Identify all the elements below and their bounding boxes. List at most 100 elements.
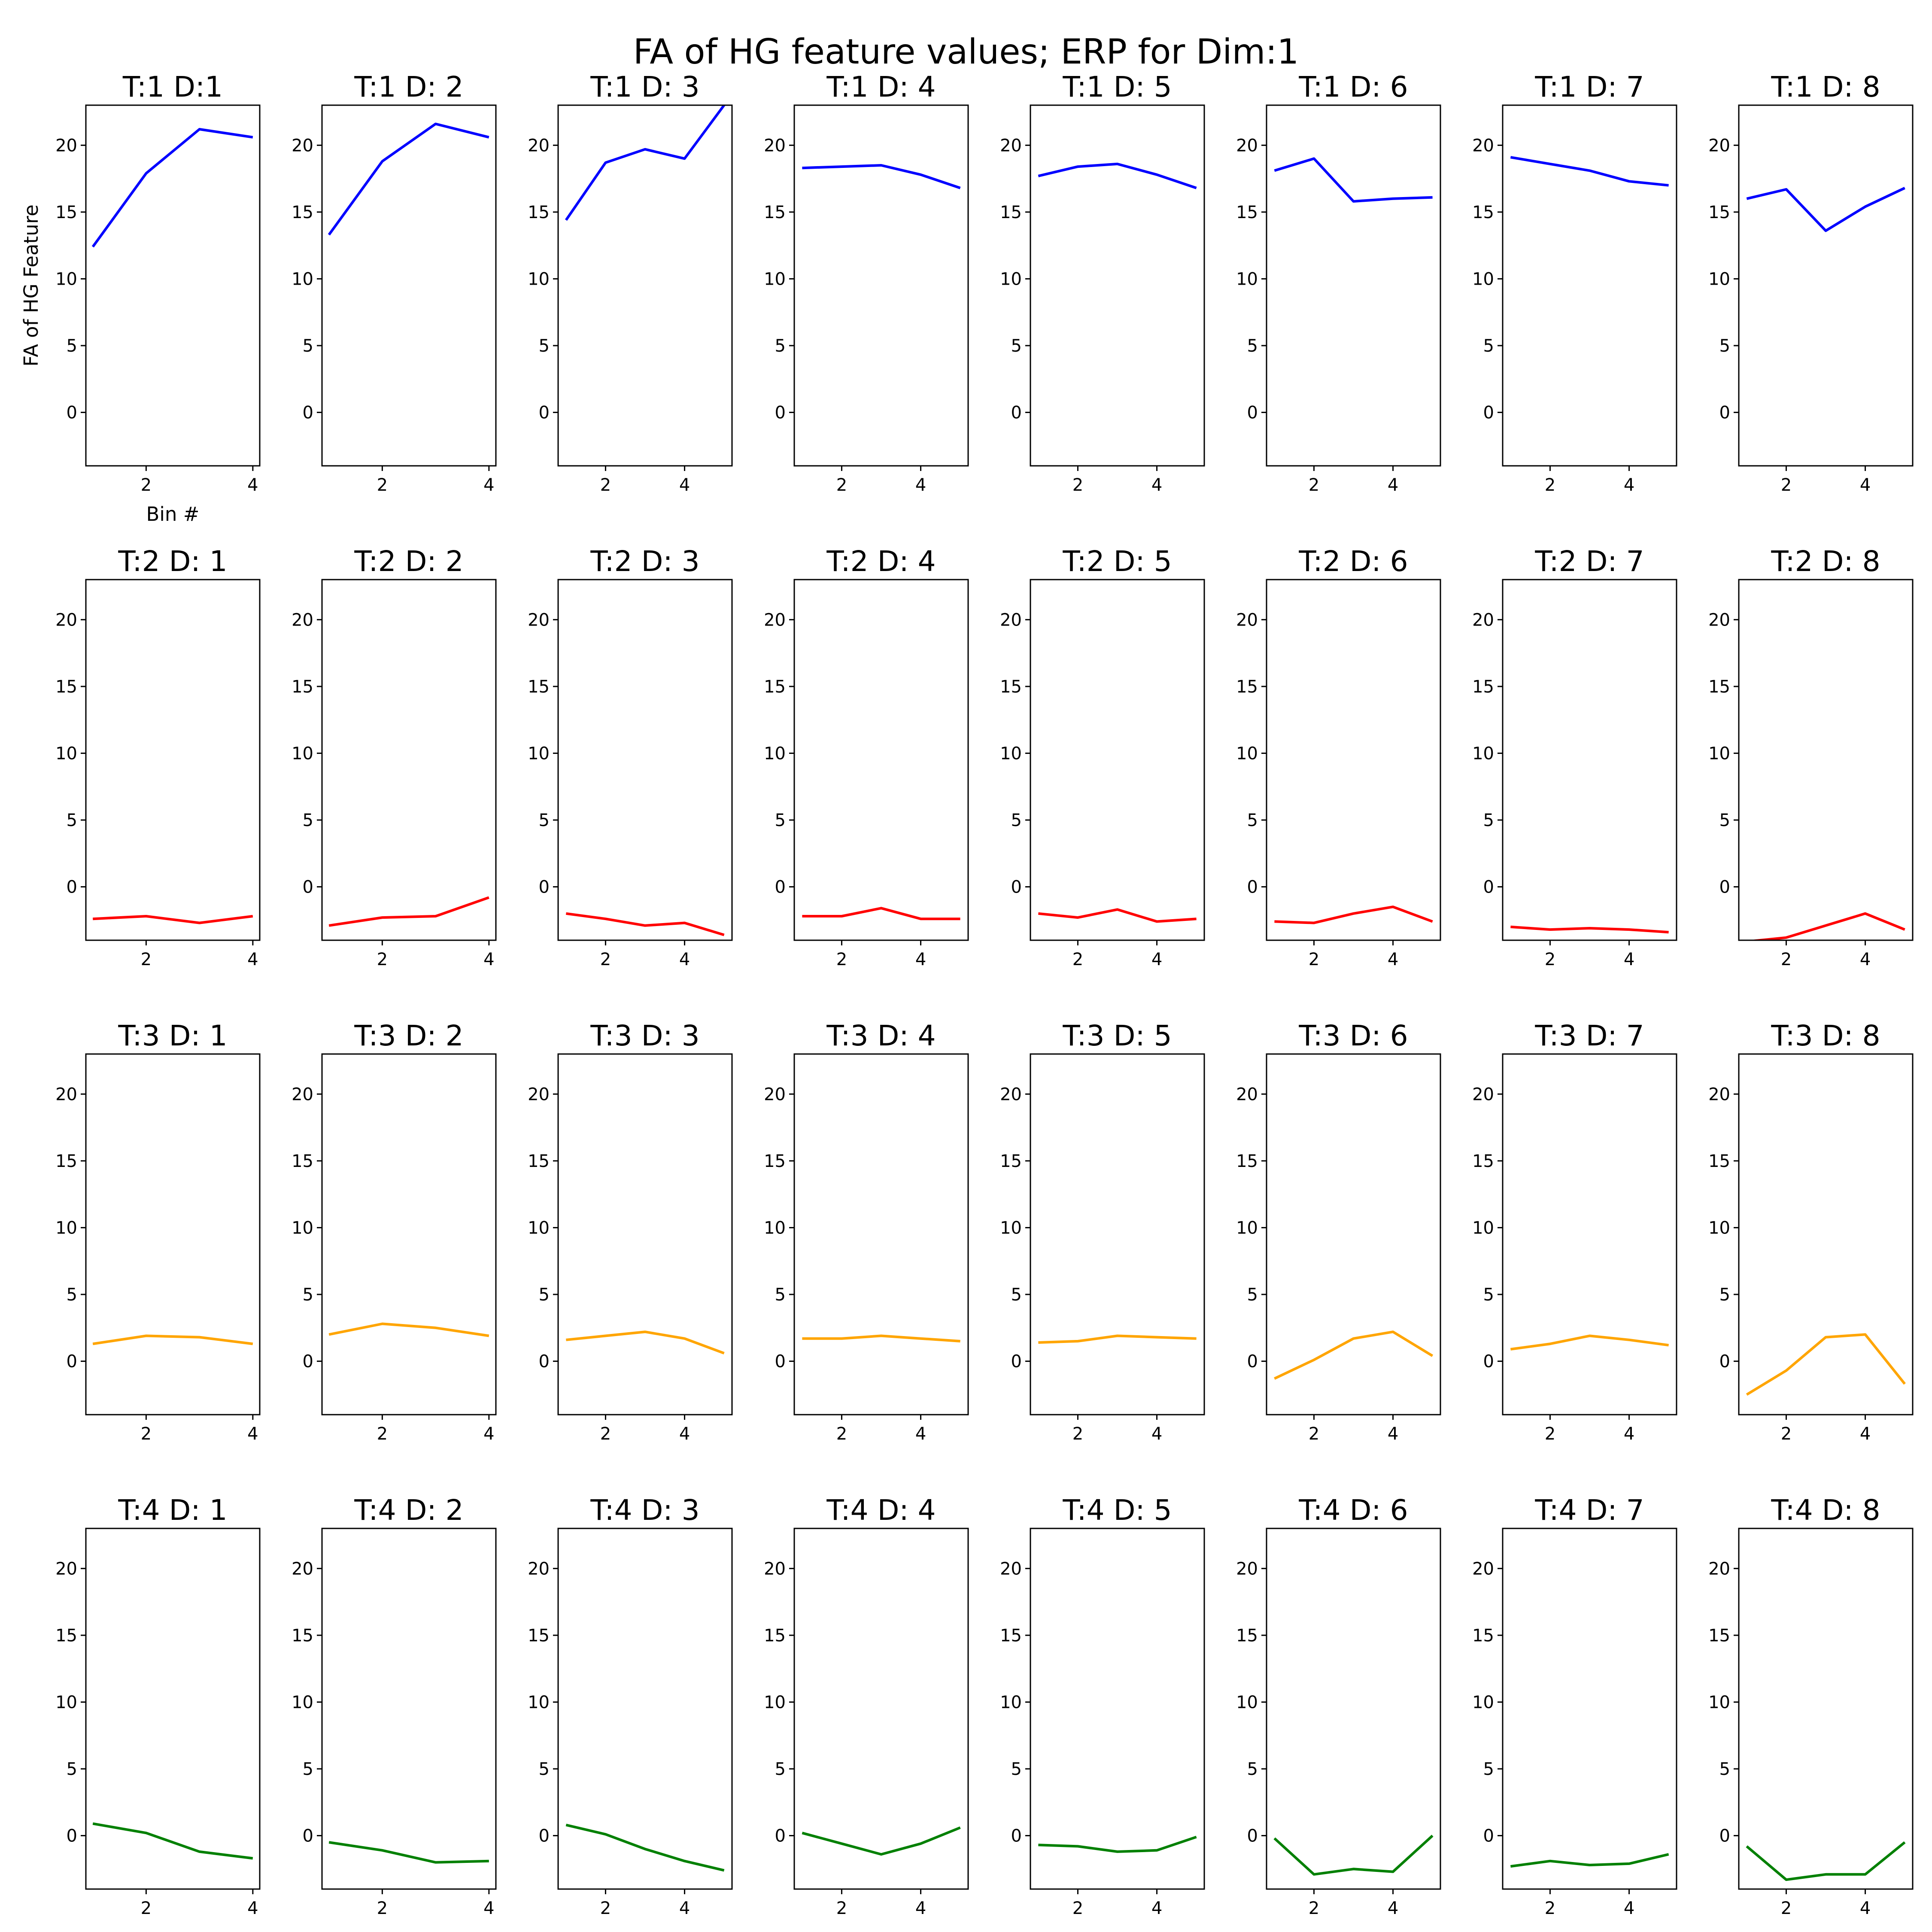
series-line bbox=[1274, 157, 1433, 203]
panel-title: T:4 D: 4 bbox=[826, 1494, 936, 1527]
series-line bbox=[1510, 925, 1669, 934]
y-tick-label: 0 bbox=[303, 1352, 313, 1372]
x-tick-label: 4 bbox=[915, 1424, 926, 1444]
series-line bbox=[1038, 1334, 1197, 1344]
series-line bbox=[1510, 1334, 1669, 1351]
y-tick-label: 0 bbox=[303, 878, 313, 897]
axes-frame bbox=[1266, 579, 1441, 941]
y-axis-label: FA of HG Feature bbox=[20, 204, 43, 367]
x-tick-label: 4 bbox=[247, 475, 258, 495]
y-tick-label: 0 bbox=[539, 403, 550, 423]
panel-title: T:4 D: 2 bbox=[354, 1494, 463, 1527]
y-tick-label: 0 bbox=[1483, 1826, 1494, 1846]
series-line bbox=[565, 1823, 725, 1872]
axes-frame bbox=[1738, 104, 1914, 467]
series-line bbox=[1273, 1835, 1434, 1876]
axes-frame bbox=[1738, 1528, 1914, 1890]
axes-frame bbox=[1266, 1053, 1441, 1416]
y-tick-label: 5 bbox=[67, 1759, 77, 1779]
x-tick-label: 4 bbox=[679, 950, 690, 969]
panel-t4-d4: T:4 D: 4 0 5 10 15 20 2 4 bbox=[764, 1494, 969, 1918]
x-tick-label: 4 bbox=[1860, 475, 1871, 495]
panel-title: T:2 D: 8 bbox=[1771, 545, 1880, 578]
panel-t2-d2: T:2 D: 2 0 5 10 15 20 2 4 bbox=[292, 545, 497, 969]
x-tick-label: 2 bbox=[141, 950, 152, 969]
x-tick-label: 4 bbox=[1388, 475, 1398, 495]
y-tick-label: 0 bbox=[67, 1352, 77, 1372]
panel-title: T:3 D: 8 bbox=[1771, 1019, 1880, 1052]
y-tick-label: 10 bbox=[1708, 1218, 1730, 1238]
y-tick-label: 10 bbox=[528, 744, 550, 763]
y-tick-label: 5 bbox=[1011, 1285, 1022, 1305]
x-tick-label: 2 bbox=[1545, 475, 1555, 495]
y-tick-label: 20 bbox=[1000, 1559, 1022, 1579]
y-tick-label: 5 bbox=[67, 811, 77, 830]
y-tick-label: 15 bbox=[1472, 203, 1494, 222]
x-tick-label: 2 bbox=[1072, 950, 1083, 969]
y-tick-label: 0 bbox=[539, 1826, 550, 1846]
series-line bbox=[328, 1322, 489, 1337]
x-tick-label: 2 bbox=[141, 1424, 152, 1444]
y-tick-label: 15 bbox=[1000, 203, 1022, 222]
y-tick-label: 20 bbox=[292, 1559, 313, 1579]
series-line bbox=[1038, 1835, 1197, 1853]
x-tick-label: 4 bbox=[1151, 1899, 1162, 1918]
y-tick-label: 15 bbox=[528, 1151, 550, 1171]
x-tick-label: 4 bbox=[1151, 475, 1162, 495]
panel-title: T:3 D: 7 bbox=[1534, 1019, 1644, 1052]
panel-t3-d1: T:3 D: 1 0 5 10 15 20 2 4 bbox=[55, 1019, 261, 1444]
x-tick-label: 2 bbox=[141, 1899, 152, 1918]
x-tick-label: 2 bbox=[1072, 475, 1083, 495]
y-tick-label: 0 bbox=[1719, 403, 1730, 423]
y-tick-label: 20 bbox=[1000, 136, 1022, 155]
series-line bbox=[1746, 1841, 1906, 1881]
series-line bbox=[328, 122, 489, 236]
y-tick-label: 5 bbox=[67, 336, 77, 356]
y-tick-label: 20 bbox=[55, 610, 77, 630]
panel-t3-d6: T:3 D: 6 0 5 10 15 20 2 4 bbox=[1236, 1019, 1441, 1444]
panel-title: T:4 D: 6 bbox=[1298, 1494, 1408, 1527]
x-tick-label: 4 bbox=[1624, 1424, 1634, 1444]
panel-t3-d2: T:3 D: 2 0 5 10 15 20 2 4 bbox=[292, 1019, 497, 1444]
y-tick-label: 0 bbox=[1247, 403, 1258, 423]
x-tick-label: 2 bbox=[836, 1424, 847, 1444]
x-tick-label: 4 bbox=[915, 1899, 926, 1918]
y-tick-label: 5 bbox=[1011, 336, 1022, 356]
y-tick-label: 0 bbox=[775, 1352, 786, 1372]
x-tick-label: 4 bbox=[1388, 950, 1398, 969]
panel-title: T:4 D: 1 bbox=[118, 1494, 227, 1527]
y-tick-label: 15 bbox=[292, 203, 313, 222]
x-tick-label: 2 bbox=[836, 475, 847, 495]
panel-t2-d1: T:2 D: 1 0 5 10 15 20 2 4 bbox=[55, 545, 261, 969]
panel-t1-d2: T:1 D: 2 0 5 10 15 20 2 4 bbox=[292, 70, 497, 495]
y-tick-label: 5 bbox=[539, 1759, 550, 1779]
y-tick-label: 10 bbox=[1708, 744, 1730, 763]
series-line bbox=[565, 912, 725, 936]
y-tick-label: 5 bbox=[775, 1759, 786, 1779]
axes-frame bbox=[1030, 104, 1205, 467]
panel-t1-d4: T:1 D: 4 0 5 10 15 20 2 4 bbox=[764, 70, 969, 495]
series-line bbox=[92, 1822, 253, 1860]
x-tick-label: 4 bbox=[247, 950, 258, 969]
y-tick-label: 0 bbox=[1483, 403, 1494, 423]
y-tick-label: 0 bbox=[303, 403, 313, 423]
y-tick-label: 5 bbox=[303, 336, 313, 356]
axes-frame bbox=[1502, 104, 1677, 467]
y-tick-label: 5 bbox=[303, 1285, 313, 1305]
y-tick-label: 5 bbox=[775, 811, 786, 830]
y-tick-label: 10 bbox=[55, 1692, 77, 1712]
x-axis-label: Bin # bbox=[146, 503, 200, 526]
y-tick-label: 20 bbox=[764, 1084, 786, 1104]
panel-title: T:3 D: 1 bbox=[118, 1019, 227, 1052]
x-tick-label: 4 bbox=[679, 475, 690, 495]
series-line bbox=[328, 1841, 489, 1864]
y-tick-label: 20 bbox=[55, 1559, 77, 1579]
y-tick-label: 15 bbox=[1708, 1626, 1730, 1646]
y-tick-label: 15 bbox=[764, 1626, 786, 1646]
panel-t4-d7: T:4 D: 7 0 5 10 15 20 2 4 bbox=[1472, 1494, 1677, 1918]
x-tick-label: 4 bbox=[483, 1899, 494, 1918]
y-tick-label: 10 bbox=[1236, 269, 1258, 289]
series-line bbox=[93, 915, 253, 924]
y-tick-label: 20 bbox=[1000, 610, 1022, 630]
axes-frame bbox=[557, 579, 733, 941]
